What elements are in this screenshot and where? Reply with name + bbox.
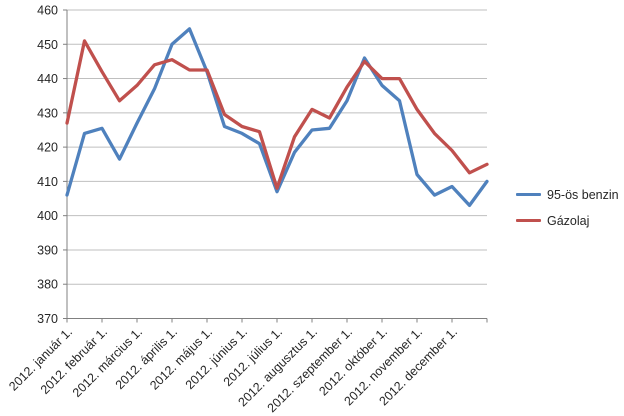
legend-item-benzin: 95-ös benzin (516, 187, 619, 202)
y-axis-label: 410 (37, 175, 58, 189)
y-axis-label: 380 (37, 278, 58, 292)
legend: 95-ös benzin Gázolaj (516, 187, 619, 228)
y-axis-label: 400 (37, 209, 58, 223)
legend-marker-gazolaj (516, 218, 541, 223)
legend-label-gazolaj: Gázolaj (547, 213, 590, 228)
x-axis-label: 2012. június 1. (183, 325, 250, 392)
y-axis-label: 460 (37, 4, 58, 18)
y-axis-label: 430 (37, 106, 58, 120)
y-axis-label: 390 (37, 243, 58, 257)
x-axis-label: 2012. április 1. (113, 325, 180, 392)
legend-label-benzin: 95-ös benzin (547, 187, 619, 202)
y-axis-label: 450 (37, 38, 58, 52)
y-axis-label: 370 (37, 312, 58, 326)
legend-item-gazolaj: Gázolaj (516, 213, 619, 228)
series-line-benzin (65, 27, 489, 208)
y-axis-label: 440 (37, 72, 58, 86)
y-axis-label: 420 (37, 141, 58, 155)
legend-marker-benzin (516, 192, 541, 197)
series-line-gazolaj (65, 39, 489, 190)
